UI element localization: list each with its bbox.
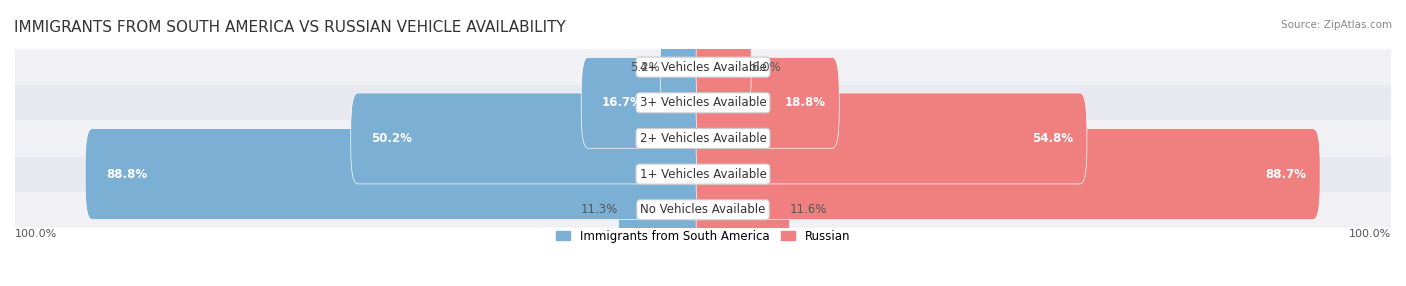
Text: 100.0%: 100.0%	[1348, 229, 1391, 239]
FancyBboxPatch shape	[696, 164, 790, 255]
Text: IMMIGRANTS FROM SOUTH AMERICA VS RUSSIAN VEHICLE AVAILABILITY: IMMIGRANTS FROM SOUTH AMERICA VS RUSSIAN…	[14, 20, 565, 35]
Text: 54.8%: 54.8%	[1032, 132, 1073, 145]
FancyBboxPatch shape	[86, 129, 710, 220]
FancyBboxPatch shape	[696, 22, 751, 113]
FancyBboxPatch shape	[15, 85, 1391, 121]
FancyBboxPatch shape	[15, 121, 1391, 156]
FancyBboxPatch shape	[696, 129, 1320, 220]
Text: 4+ Vehicles Available: 4+ Vehicles Available	[640, 61, 766, 74]
Text: 50.2%: 50.2%	[371, 132, 412, 145]
Text: Source: ZipAtlas.com: Source: ZipAtlas.com	[1281, 20, 1392, 30]
Text: 3+ Vehicles Available: 3+ Vehicles Available	[640, 96, 766, 109]
FancyBboxPatch shape	[661, 22, 710, 113]
Text: 1+ Vehicles Available: 1+ Vehicles Available	[640, 168, 766, 181]
Text: 2+ Vehicles Available: 2+ Vehicles Available	[640, 132, 766, 145]
Text: 11.3%: 11.3%	[581, 203, 619, 216]
Text: 6.0%: 6.0%	[751, 61, 780, 74]
Text: 5.2%: 5.2%	[631, 61, 661, 74]
Text: 11.6%: 11.6%	[790, 203, 827, 216]
FancyBboxPatch shape	[15, 49, 1391, 85]
FancyBboxPatch shape	[696, 57, 839, 148]
Text: 100.0%: 100.0%	[15, 229, 58, 239]
FancyBboxPatch shape	[619, 164, 710, 255]
Text: No Vehicles Available: No Vehicles Available	[640, 203, 766, 216]
FancyBboxPatch shape	[581, 57, 710, 148]
Text: 88.8%: 88.8%	[105, 168, 148, 181]
FancyBboxPatch shape	[15, 192, 1391, 228]
FancyBboxPatch shape	[15, 156, 1391, 192]
FancyBboxPatch shape	[696, 93, 1087, 184]
FancyBboxPatch shape	[350, 93, 710, 184]
Text: 18.8%: 18.8%	[785, 96, 825, 109]
Legend: Immigrants from South America, Russian: Immigrants from South America, Russian	[555, 230, 851, 243]
Text: 88.7%: 88.7%	[1265, 168, 1306, 181]
Text: 16.7%: 16.7%	[602, 96, 643, 109]
